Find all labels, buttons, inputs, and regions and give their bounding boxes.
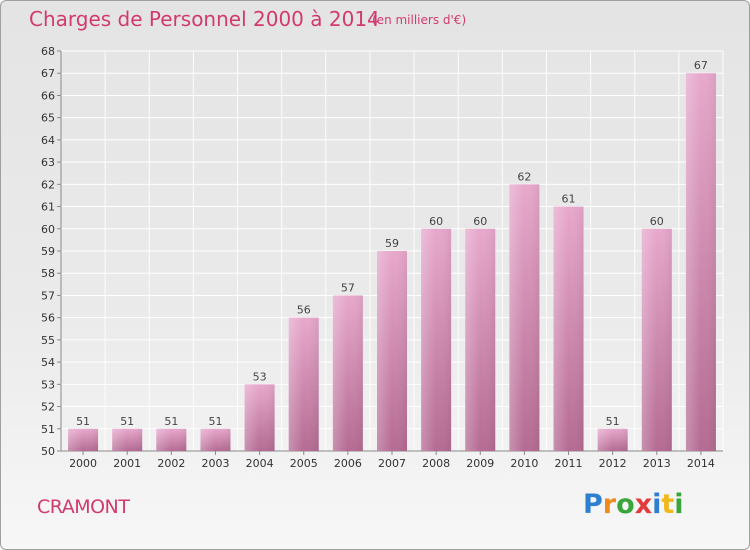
x-tick-label: 2013 xyxy=(643,457,671,470)
x-tick-label: 2007 xyxy=(378,457,406,470)
y-tick-label: 66 xyxy=(41,89,55,102)
x-tick-label: 2009 xyxy=(466,457,494,470)
logo-letter: t xyxy=(661,489,675,520)
data-label: 60 xyxy=(429,215,443,228)
logo-letter: i xyxy=(674,489,684,520)
y-tick-label: 63 xyxy=(41,156,55,169)
logo-letter: x xyxy=(634,489,653,520)
y-tick-label: 64 xyxy=(41,134,55,147)
bar-shine xyxy=(421,228,452,451)
data-label: 57 xyxy=(341,281,355,294)
y-tick-label: 60 xyxy=(41,223,55,236)
bars xyxy=(68,73,716,452)
logo-letter: i xyxy=(652,489,662,520)
y-tick-label: 58 xyxy=(41,267,55,280)
bar-shine xyxy=(288,317,319,451)
data-label: 67 xyxy=(694,59,708,72)
bar-shine xyxy=(156,428,187,451)
logo-letter: o xyxy=(616,489,635,520)
chart-subtitle: (en milliers d'€) xyxy=(372,13,467,27)
data-label: 62 xyxy=(517,170,531,183)
bar-shine xyxy=(332,295,363,451)
y-tick-label: 56 xyxy=(41,312,55,325)
bar-shine xyxy=(641,228,672,451)
data-label: 60 xyxy=(650,215,664,228)
x-tick-label: 2011 xyxy=(555,457,583,470)
bar-shine xyxy=(112,428,143,451)
y-tick-label: 68 xyxy=(41,45,55,58)
y-tick-label: 50 xyxy=(41,445,55,458)
x-tick-label: 2004 xyxy=(246,457,274,470)
y-tick-label: 57 xyxy=(41,289,55,302)
y-tick-label: 54 xyxy=(41,356,55,369)
y-tick-label: 61 xyxy=(41,201,55,214)
logo-letter: r xyxy=(602,489,617,520)
data-label: 60 xyxy=(473,215,487,228)
logo-letter: P xyxy=(583,489,603,520)
bar-shine xyxy=(597,428,628,451)
proxiti-logo: Proxiti xyxy=(583,489,684,520)
data-label: 59 xyxy=(385,237,399,250)
x-tick-label: 2002 xyxy=(157,457,185,470)
town-name: CRAMONT xyxy=(37,496,130,518)
y-tick-label: 62 xyxy=(41,178,55,191)
data-label: 51 xyxy=(76,415,90,428)
bar-shine xyxy=(685,73,716,451)
bar-shine xyxy=(553,206,584,451)
bar-shine xyxy=(509,184,540,452)
x-tick-label: 2014 xyxy=(687,457,715,470)
x-tick-label: 2006 xyxy=(334,457,362,470)
y-tick-label: 52 xyxy=(41,401,55,414)
y-tick-label: 67 xyxy=(41,67,55,80)
y-tick-label: 53 xyxy=(41,378,55,391)
y-tick-label: 51 xyxy=(41,423,55,436)
data-label: 51 xyxy=(208,415,222,428)
x-tick-label: 2005 xyxy=(290,457,318,470)
y-tick-label: 55 xyxy=(41,334,55,347)
bar-shine xyxy=(244,384,275,451)
y-tick-label: 59 xyxy=(41,245,55,258)
bar-shine xyxy=(465,228,496,451)
x-tick-label: 2003 xyxy=(201,457,229,470)
data-label: 61 xyxy=(562,193,576,206)
data-label: 53 xyxy=(253,370,267,383)
data-label: 51 xyxy=(606,415,620,428)
x-tick-label: 2001 xyxy=(113,457,141,470)
y-tick-label: 65 xyxy=(41,112,55,125)
data-label: 56 xyxy=(297,304,311,317)
chart-title: Charges de Personnel 2000 à 2014 xyxy=(29,7,380,31)
data-label: 51 xyxy=(120,415,134,428)
data-label: 51 xyxy=(164,415,178,428)
x-tick-label: 2010 xyxy=(510,457,538,470)
x-tick-label: 2000 xyxy=(69,457,97,470)
bar-shine xyxy=(377,251,407,451)
bar-shine xyxy=(68,428,99,451)
bar-shine xyxy=(200,428,231,451)
x-tick-label: 2012 xyxy=(599,457,627,470)
data-labels: 51 51 51 51 53 56 57 59 60 60 62 61 51 60 67 xyxy=(76,59,708,428)
x-tick-label: 2008 xyxy=(422,457,450,470)
